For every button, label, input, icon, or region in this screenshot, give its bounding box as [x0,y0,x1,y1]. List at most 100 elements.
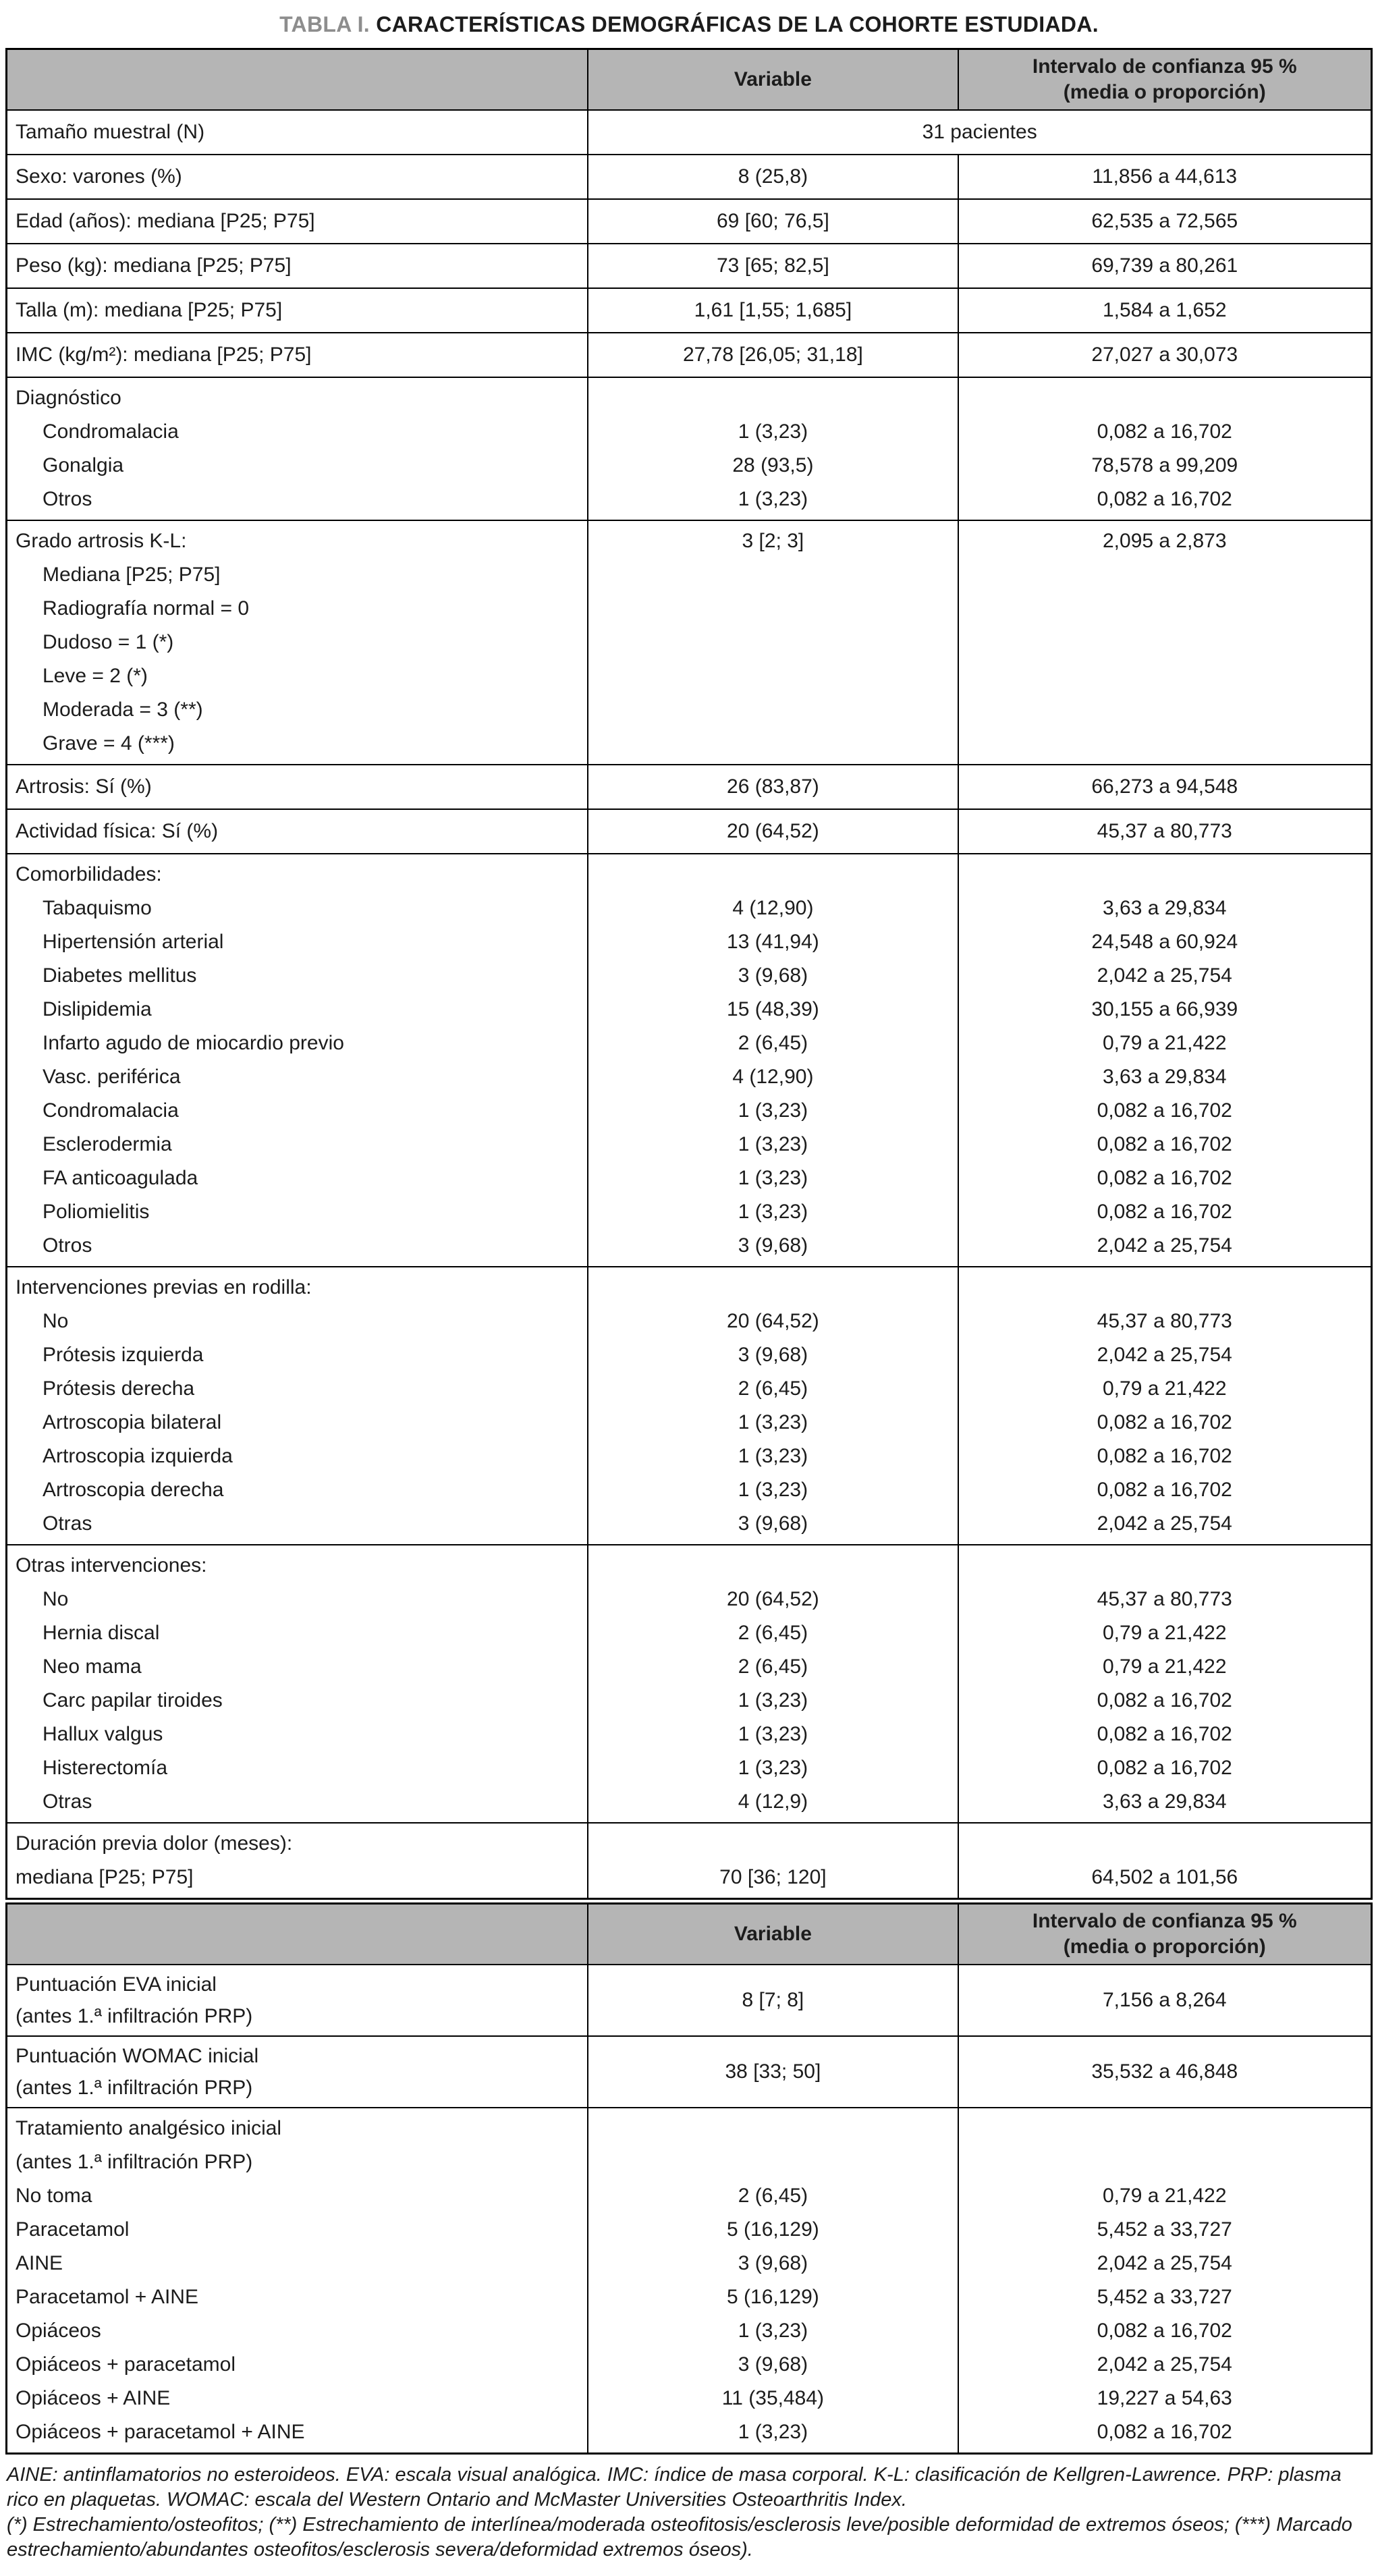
row-label-line: Intervenciones previas en rodilla: [16,1276,312,1298]
row-label-line: Hallux valgus [43,1723,163,1745]
row-label-cell: Tratamiento analgésico inicial (antes 1.ª… [5,2107,589,2455]
ci-value: 0,082 a 16,702 [1097,1445,1232,1467]
ci-value-cell: 66,273 a 94,548 [957,764,1373,810]
variable-value: 2 (6,45) [738,1032,808,1054]
variable-value: 5 (16,129) [727,2218,819,2241]
ci-value-cell: 45,37 a 80,773 0,79 a 21,422 0,79 a 21,422… [957,1544,1373,1824]
variable-value: 1 (3,23) [738,1099,808,1122]
footnote-abbreviations: AINE: antinflamatorios no esteroideos. E… [7,2464,1342,2511]
ci-value: 0,79 a 21,422 [1103,1655,1227,1678]
row-label-line: No [43,1588,69,1610]
row-label-line: Grado artrosis K-L: [16,530,187,552]
row-label-line: Carc papilar tiroides [43,1689,223,1711]
variable-value [592,1827,953,1861]
variable-value: 1 (3,23) [738,1445,808,1467]
ci-value-cell: 45,37 a 80,773 [957,809,1373,854]
variable-value [592,2145,953,2179]
ci-value-cell: 0,082 a 16,702 78,578 a 99,209 0,082 a 16,… [957,377,1373,521]
table-row: Actividad física: Sí (%) 20 (64,52) 45,37 … [5,809,1373,854]
ci-value [963,727,1367,761]
row-label-line: Poliomielitis [43,1201,150,1223]
variable-value-cell: 27,78 [26,05; 31,18] [587,332,959,378]
variable-value: 2 (6,45) [738,1655,808,1678]
table-2-body: Puntuación EVA inicial (antes 1.ª infiltr… [5,1964,1373,2455]
row-label-cell: Artrosis: Sí (%) [5,764,589,810]
row-label-line: Otros [43,1234,92,1257]
row-label-line: Diabetes mellitus [43,964,197,987]
row-label-line: Paracetamol [16,2218,130,2241]
variable-value [592,558,953,592]
row-label-line: Tabaquismo [43,897,152,919]
ci-value-cell: 11,856 a 44,613 [957,154,1373,200]
ci-value: 0,082 a 16,702 [1097,1167,1232,1189]
variable-value: 1 (3,23) [738,1167,808,1189]
ci-value: 0,79 a 21,422 [1103,1032,1227,1054]
variable-value: 4 (12,9) [738,1790,808,1813]
ci-value: 0,082 a 16,702 [1097,1689,1232,1711]
ci-value: 2,042 a 25,754 [1097,964,1232,987]
variable-value: 4 (12,90) [732,1066,814,1088]
table-row: Intervenciones previas en rodilla: No Prót… [5,1266,1373,1545]
row-label-cell: Grado artrosis K-L: Mediana [P25; P75] Rad… [5,520,589,765]
variable-value [592,858,953,892]
variable-value: 3 (9,68) [738,1234,808,1257]
variable-value-cell: 26 (83,87) [587,764,959,810]
row-label-cell: IMC (kg/m²): mediana [P25; P75] [5,332,589,378]
row-label-line: Opiáceos + AINE [16,2387,171,2409]
ci-value: 78,578 a 99,209 [1091,454,1238,476]
table-title: TABLA I. CARACTERÍSTICAS DEMOGRÁFICAS DE… [5,7,1373,48]
ci-value: 5,452 a 33,727 [1097,2218,1232,2241]
ci-column-header-line1: Intervalo de confianza 95 % [1032,55,1297,78]
ci-value: 0,082 a 16,702 [1097,1099,1232,1122]
row-label-line: (antes 1.ª infiltración PRP) [16,2005,253,2027]
variable-value: 1 (3,23) [738,1411,808,1433]
variable-value: 20 (64,52) [727,1310,819,1332]
row-label-line: Condromalacia [43,420,179,443]
ci-value: 3,63 a 29,834 [1103,897,1227,919]
ci-value [963,592,1367,626]
ci-value-cell: 3,63 a 29,834 24,548 a 60,924 2,042 a 25,7… [957,853,1373,1267]
ci-value: 45,37 a 80,773 [1097,1310,1232,1332]
row-label-line: Mediana [P25; P75] [43,564,221,586]
row-label-line: Artroscopia bilateral [43,1411,222,1433]
ci-value [963,1827,1367,1861]
variable-value-cell: 20 (64,52) [587,809,959,854]
ci-value: 0,082 a 16,702 [1097,1411,1232,1433]
variable-value-cell: 3 [2; 3] [587,520,959,765]
variable-value [592,2112,953,2145]
ci-value: 2,095 a 2,873 [1103,530,1227,552]
table-row: Sexo: varones (%) 8 (25,8) 11,856 a 44,613 [5,154,1373,200]
ci-value: 64,502 a 101,56 [1091,1866,1238,1888]
ci-value-cell: 64,502 a 101,56 [957,1822,1373,1900]
row-label-line: FA anticoagulada [43,1167,198,1189]
row-label-cell: Tamaño muestral (N) [5,109,589,155]
row-label-cell: Edad (años): mediana [P25; P75] [5,198,589,244]
row-label-line: Grave = 4 (***) [43,732,175,755]
table-1-body: Tamaño muestral (N) 31 pacientes Sexo: var… [5,109,1373,1900]
ci-value: 5,452 a 33,727 [1097,2286,1232,2308]
row-label-line: Otros [43,488,92,510]
ci-value: 2,042 a 25,754 [1097,1344,1232,1366]
table-row: Comorbilidades: Tabaquismo Hipertensión ar… [5,853,1373,1267]
row-label-line: Infarto agudo de miocardio previo [43,1032,344,1054]
ci-value: 24,548 a 60,924 [1091,931,1238,953]
row-label-line: Leve = 2 (*) [43,665,148,687]
ci-value: 0,082 a 16,702 [1097,1723,1232,1745]
variable-value: 3 (9,68) [738,1344,808,1366]
row-label-line: Opiáceos + paracetamol [16,2353,236,2376]
ci-value: 3,63 a 29,834 [1103,1790,1227,1813]
ci-value [963,858,1367,892]
variable-value: 1 (3,23) [738,1757,808,1779]
row-label-line: Radiografía normal = 0 [43,597,250,620]
variable-value-cell: 69 [60; 76,5] [587,198,959,244]
ci-value: 0,082 a 16,702 [1097,2320,1232,2342]
table-row: Diagnóstico Condromalacia Gonalgia Otros 1 (… [5,377,1373,521]
ci-value: 0,79 a 21,422 [1103,1622,1227,1644]
variable-value [592,626,953,659]
ci-value: 0,082 a 16,702 [1097,1133,1232,1155]
variable-value: 1 (3,23) [738,2320,808,2342]
variable-value: 1 (3,23) [738,1201,808,1223]
header-row: Variable Intervalo de confianza 95 % (me… [5,48,1373,111]
row-label-line: Tratamiento analgésico inicial [16,2117,282,2139]
ci-value [963,558,1367,592]
